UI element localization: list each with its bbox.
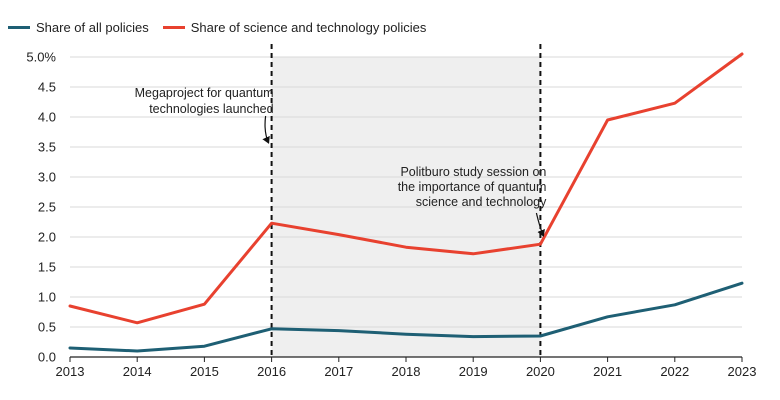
- y-tick-label: 1.5: [38, 260, 56, 275]
- series-line-all-policies: [68, 281, 744, 353]
- x-tick-label: 2021: [593, 364, 622, 379]
- series-line-st-policies: [68, 52, 744, 325]
- chart-legend: Share of all policies Share of science a…: [8, 20, 440, 35]
- x-tick-label: 2023: [728, 364, 757, 379]
- annotation-arrow: [262, 115, 270, 144]
- legend-label-all-policies: Share of all policies: [36, 20, 149, 35]
- x-tick-label: 2014: [123, 364, 152, 379]
- x-tick-label: 2022: [660, 364, 689, 379]
- legend-label-st-policies: Share of science and technology policies: [190, 20, 427, 35]
- x-tick-label: 2019: [459, 364, 488, 379]
- y-tick-label: 1.0: [38, 290, 56, 305]
- y-tick-label: 2.0: [38, 230, 56, 245]
- gridlines: [70, 56, 742, 328]
- y-tick-label: 0.0: [38, 350, 56, 365]
- annotations: Megaproject for quantum technologies laun…: [135, 86, 547, 237]
- y-tick-label: 5.0%: [26, 50, 56, 65]
- y-tick-label: 4.0: [38, 110, 56, 125]
- x-axis-ticks: 2013 2014 2015 2016 2017 2018 2019 2020 2021 2022…: [56, 357, 757, 379]
- x-tick-label: 2018: [392, 364, 421, 379]
- y-tick-label: 3.5: [38, 140, 56, 155]
- legend-item-all-policies: Share of all policies: [8, 20, 149, 35]
- annotation-label: Politburo study session on the importance…: [398, 165, 547, 209]
- y-tick-label: 0.5: [38, 320, 56, 335]
- x-tick-label: 2016: [257, 364, 286, 379]
- legend-swatch-st-policies: [162, 26, 185, 29]
- legend-item-st-policies: Share of science and technology policies: [162, 20, 427, 35]
- annotation-arrow: [535, 212, 545, 237]
- legend-swatch-all-policies: [8, 26, 30, 29]
- x-tick-label: 2015: [190, 364, 219, 379]
- x-tick-label: 2013: [56, 364, 85, 379]
- annotation-label: Megaproject for quantum technologies laun…: [135, 86, 274, 116]
- y-axis-ticks: 0.0 0.5 1.0 1.5 2.0 2.5 3.0 3.5 4.0 4.5 5.0%: [26, 50, 56, 365]
- y-tick-label: 3.0: [38, 170, 56, 185]
- x-tick-label: 2017: [324, 364, 353, 379]
- series-lines: [68, 52, 744, 353]
- y-tick-label: 4.5: [38, 80, 56, 95]
- y-tick-label: 2.5: [38, 200, 56, 215]
- event-lines: [270, 44, 542, 357]
- x-tick-label: 2020: [526, 364, 555, 379]
